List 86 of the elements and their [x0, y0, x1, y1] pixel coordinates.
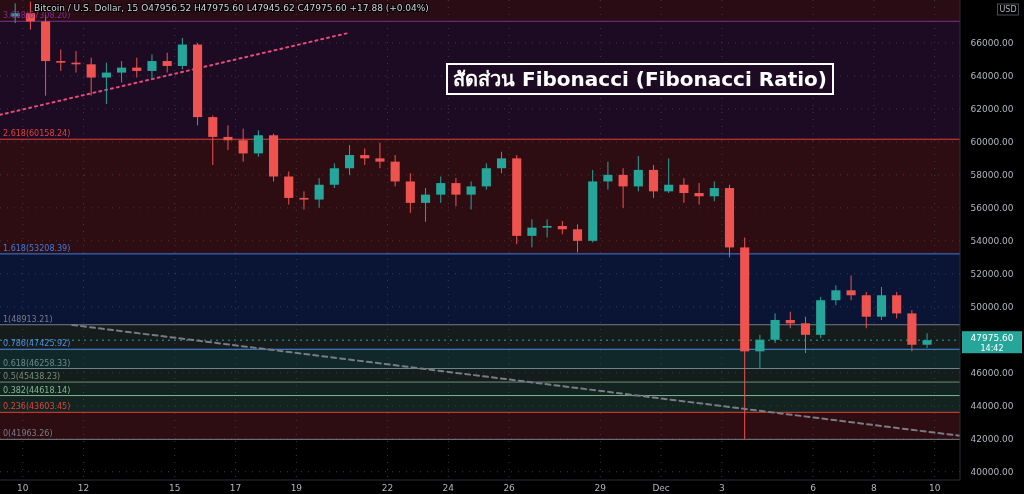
candlestick [314, 177, 324, 209]
candlestick [892, 291, 902, 319]
candlestick [664, 157, 674, 194]
candlestick [375, 142, 385, 169]
x-tick-label: 3 [719, 483, 725, 493]
x-tick-label: 26 [503, 483, 516, 493]
y-tick-label: 40000.00 [970, 467, 1014, 478]
candlestick [420, 187, 431, 223]
candlestick [101, 62, 111, 105]
ref-line-label: 1.618(53208.39) [3, 243, 71, 253]
candlestick [223, 124, 233, 151]
candlestick [633, 155, 643, 192]
candlestick [603, 161, 613, 191]
candlestick [344, 144, 355, 176]
text: สัดส่วน Fibonacci (Fibonacci Ratio) [453, 67, 827, 91]
candlestick [56, 48, 66, 72]
y-tick-label: 44000.00 [970, 401, 1014, 412]
candlestick [451, 177, 461, 207]
y-tick-label: 50000.00 [970, 302, 1014, 313]
candlestick [253, 129, 263, 158]
y-tick-label: 66000.00 [970, 38, 1014, 49]
candlestick [572, 223, 583, 253]
ref-line-label: 0.236(43603.45) [3, 402, 71, 412]
ref-line-label: 2.618(60158.24) [3, 129, 71, 139]
x-tick-label: Dec [652, 483, 670, 493]
x-tick-label: 17 [229, 483, 242, 493]
candlestick [284, 171, 294, 206]
candlestick [755, 334, 765, 369]
y-tick-label: 60000.00 [970, 137, 1014, 148]
candlestick [238, 128, 248, 163]
y-tick-label: 46000.00 [970, 368, 1014, 379]
candlestick [481, 162, 491, 191]
candlestick [162, 52, 172, 74]
candlestick [709, 180, 719, 202]
y-axis-title: USD [999, 5, 1017, 14]
candlestick [117, 60, 127, 83]
candlestick [147, 53, 157, 80]
candlestick [831, 284, 841, 306]
candlestick [208, 114, 218, 166]
candlestick [876, 286, 887, 321]
x-tick-label: 10 [17, 483, 29, 493]
candlestick [861, 291, 871, 329]
x-tick-label: 15 [169, 483, 181, 493]
candlestick [86, 57, 96, 97]
candlestick [390, 154, 400, 187]
ref-line-label: 0.382(44618.14) [3, 385, 71, 395]
x-tick-label: 29 [594, 483, 607, 493]
candlestick [648, 164, 659, 199]
candlestick [527, 218, 537, 248]
ref-line-label: 0.5(45438.23) [3, 372, 61, 382]
ref-line-label: 0.618(46258.33) [3, 358, 71, 368]
ref-line-label: 0(41963.26) [3, 429, 53, 439]
ref-line-label: 1(48913.21) [3, 314, 53, 324]
x-tick-label: 10 [928, 483, 941, 493]
candlestick [436, 175, 446, 204]
candlestick [299, 190, 309, 210]
x-tick-label: 24 [442, 483, 455, 493]
x-tick-label: 6 [810, 483, 817, 493]
candlestick [405, 172, 415, 214]
y-tick-label: 52000.00 [970, 269, 1014, 280]
text: 14:42 [980, 343, 1004, 353]
y-tick-label: 62000.00 [970, 104, 1014, 115]
candlestick [542, 218, 552, 239]
candlestick [618, 167, 628, 209]
x-tick-label: 22 [381, 483, 394, 493]
y-tick-label: 64000.00 [970, 71, 1014, 82]
candlestick [496, 151, 507, 174]
candlestick [132, 57, 142, 79]
ref-line-label: 0.786(47425.92) [3, 339, 71, 349]
y-tick-label: 54000.00 [970, 236, 1014, 247]
candlestick [922, 332, 932, 349]
candlestick [846, 274, 856, 301]
candlestick [800, 316, 811, 354]
y-tick-label: 56000.00 [970, 203, 1014, 214]
y-tick-label: 42000.00 [970, 434, 1014, 445]
candlestick [466, 180, 476, 210]
candlestick [329, 162, 339, 189]
candlestick [694, 182, 704, 206]
x-tick-label: 8 [871, 483, 878, 493]
x-tick-label: 19 [290, 483, 303, 493]
y-tick-label: 58000.00 [970, 170, 1014, 181]
candlestick [177, 37, 187, 70]
ref-line-label: 47975.60 [970, 333, 1014, 344]
x-tick-label: 12 [77, 483, 90, 493]
candlestick [679, 177, 689, 204]
candlestick [770, 312, 780, 344]
